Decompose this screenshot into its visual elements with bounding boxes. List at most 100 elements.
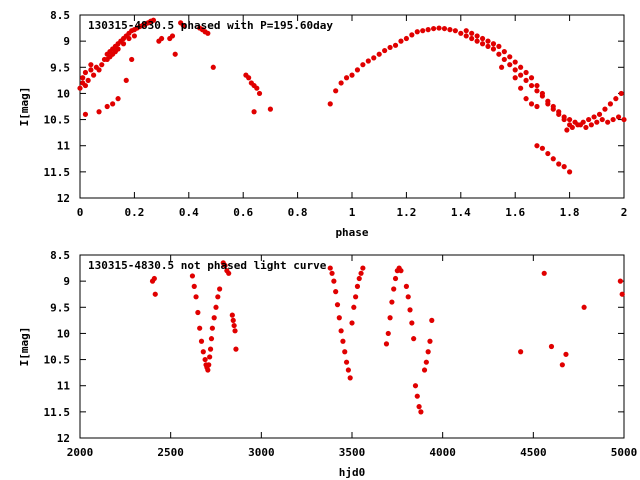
phased-data-point: [490, 41, 497, 47]
phased-data-point: [485, 43, 491, 49]
phased-data-point: [210, 64, 216, 70]
phased-data-point: [599, 116, 605, 123]
unphased-x-tick-label: 4500: [520, 446, 547, 459]
phased-data-point: [594, 119, 600, 125]
phased-data-point: [82, 69, 89, 76]
phased-data-point: [441, 25, 448, 32]
unphased-data-point: [559, 362, 565, 368]
phased-data-point: [392, 42, 399, 48]
phased-data-point: [91, 72, 97, 78]
phased-data-point: [490, 46, 497, 52]
unphased-data-point: [398, 268, 404, 274]
phased-data-point: [126, 35, 132, 42]
phased-data-point: [436, 25, 442, 31]
unphased-data-point: [412, 383, 419, 389]
phased-data-point: [523, 77, 529, 83]
phased-data-point: [452, 28, 458, 34]
unphased-data-point: [541, 270, 547, 276]
phased-data-point: [431, 25, 437, 32]
unphased-data-point: [354, 283, 361, 289]
unphased-data-point: [327, 265, 333, 271]
phased-data-point: [159, 35, 165, 42]
phased-data-point: [131, 33, 137, 39]
phased-data-point: [577, 122, 584, 128]
phased-y-tick-label: 11: [57, 140, 71, 153]
unphased-y-tick-label: 11.5: [44, 406, 71, 419]
phased-data-point: [501, 56, 507, 63]
phased-data-point: [327, 101, 333, 107]
unphased-data-point: [409, 320, 415, 326]
phased-data-point: [496, 51, 502, 57]
phased-data-point: [458, 30, 464, 36]
phased-data-point: [518, 72, 524, 78]
phased-data-point: [398, 38, 404, 44]
phased-data-point: [545, 101, 551, 107]
unphased-y-tick-label: 12: [57, 432, 70, 445]
unphased-y-tick-label: 10: [57, 327, 70, 340]
unphased-data-point: [331, 278, 337, 284]
phased-data-point: [523, 69, 529, 76]
phased-data-point: [507, 62, 513, 68]
unphased-data-point: [338, 328, 344, 334]
phased-x-axis-label: phase: [335, 226, 368, 239]
phased-y-tick-label: 9: [63, 35, 70, 48]
phased-data-point: [518, 64, 524, 70]
unphased-data-point: [200, 349, 206, 355]
phased-x-tick-label: 1.6: [505, 206, 525, 219]
phased-data-point: [569, 124, 575, 131]
phased-data-point: [469, 35, 475, 42]
unphased-data-point: [418, 409, 424, 415]
phased-data-point: [512, 67, 518, 73]
phased-data-point: [534, 82, 540, 89]
phased-data-point: [539, 90, 546, 97]
phased-data-point: [588, 122, 594, 128]
phased-data-point: [550, 156, 556, 162]
unphased-data-point: [333, 289, 339, 295]
phased-data-point: [561, 116, 567, 123]
phased-data-point: [534, 88, 540, 94]
phased-data-point: [567, 116, 573, 123]
phased-data-point: [409, 32, 415, 38]
phased-data-point: [602, 106, 608, 112]
unphased-data-point: [208, 336, 215, 342]
phased-data-point: [104, 103, 110, 110]
unphased-data-point: [360, 265, 366, 271]
phased-data-point: [354, 67, 361, 73]
unphased-data-point: [349, 320, 355, 326]
unphased-data-point: [230, 317, 236, 323]
unphased-x-tick-label: 5000: [611, 446, 638, 459]
unphased-data-point: [207, 354, 213, 360]
phased-data-point: [610, 116, 616, 123]
unphased-data-point: [563, 351, 569, 357]
unphased-data-point: [222, 262, 228, 269]
unphased-data-point: [191, 283, 197, 289]
unphased-x-axis-label: hjd0: [339, 466, 366, 479]
phased-y-tick-label: 8.5: [50, 9, 70, 22]
phased-data-point: [120, 41, 127, 47]
unphased-data-point: [151, 275, 157, 282]
unphased-y-tick-label: 9.5: [50, 301, 70, 314]
phased-data-point: [556, 161, 562, 167]
phased-data-point: [561, 164, 567, 170]
phased-data-point: [564, 127, 570, 133]
unphased-data-point: [403, 283, 409, 289]
phased-data-point: [172, 51, 178, 57]
phased-x-tick-label: 0.2: [124, 206, 144, 219]
unphased-data-point: [429, 317, 435, 323]
unphased-data-point: [619, 291, 625, 297]
unphased-data-point: [329, 270, 335, 276]
unphased-data-point: [202, 356, 208, 363]
unphased-data-point: [423, 359, 429, 365]
unphased-data-point: [407, 307, 413, 313]
phased-y-tick-label: 10: [57, 87, 70, 100]
phased-data-point: [507, 54, 513, 60]
phased-data-point: [463, 28, 469, 34]
unphased-data-point: [233, 346, 239, 352]
phased-x-tick-label: 0.6: [233, 206, 253, 219]
phased-x-tick-label: 1.4: [451, 206, 471, 219]
phased-data-point: [501, 49, 507, 55]
phased-data-point: [613, 96, 619, 102]
phased-data-point: [621, 116, 627, 123]
phased-data-point: [246, 75, 252, 81]
